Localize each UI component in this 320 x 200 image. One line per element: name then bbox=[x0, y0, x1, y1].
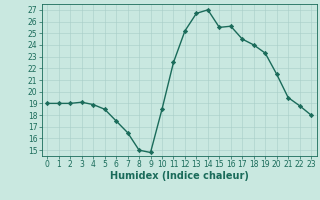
X-axis label: Humidex (Indice chaleur): Humidex (Indice chaleur) bbox=[110, 171, 249, 181]
